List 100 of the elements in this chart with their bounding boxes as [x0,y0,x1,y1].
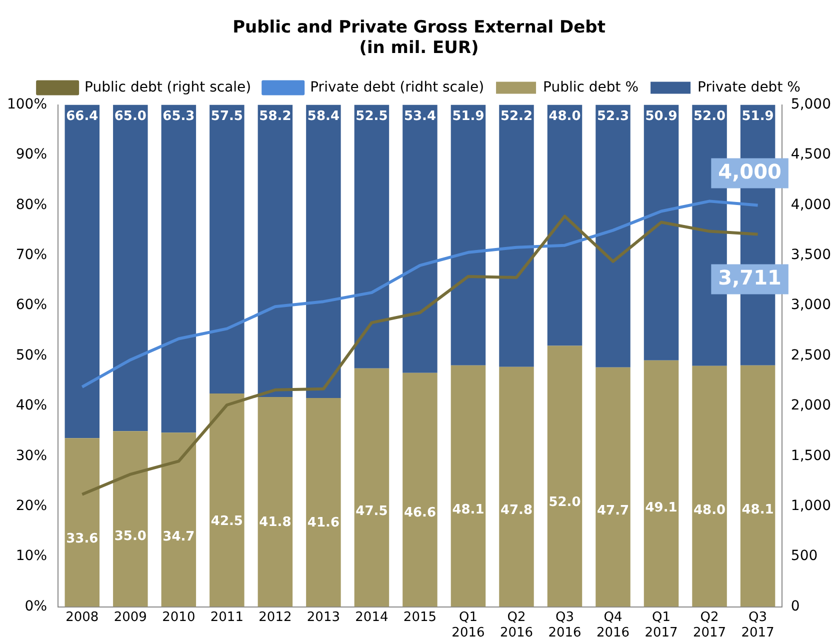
bar [402,372,438,607]
y-tick-label: 100% [6,96,48,112]
legend-label: Private debt % [698,79,800,96]
y-tick-label: 40% [16,398,48,414]
data-label: 66.4 [66,109,98,124]
bar [354,368,390,607]
bar [740,365,776,607]
bar [499,366,534,607]
data-label: 51.9 [742,109,774,124]
bar [64,438,100,607]
y-tick-label: 80% [16,196,48,213]
bar [306,398,341,607]
data-label: 42.5 [210,514,243,529]
legend-label: Private debt (ridht scale) [310,79,484,96]
x-tick-label: 2012 [258,610,292,625]
data-label: 58.4 [307,109,340,124]
data-label: 48.0 [548,109,581,124]
y2-tick-label: 3,500 [790,247,832,264]
y-tick-label: 30% [16,448,48,464]
x-tick-label: Q3 2016 [548,610,582,641]
data-label: 47.8 [500,503,533,518]
x-tick-label: 2010 [162,610,196,625]
data-label: 3,711 [718,265,782,290]
bar [306,104,341,398]
data-label: 35.0 [114,528,146,544]
data-label: 65.3 [162,109,195,124]
bar [354,104,390,368]
data-label: 41.8 [259,515,292,530]
bar [113,431,148,607]
x-tick-label: 2011 [210,610,244,625]
data-label: 58.2 [259,109,292,124]
bar [161,432,196,607]
data-label: 65.0 [114,109,146,124]
x-tick-label: Q2 2017 [692,610,726,641]
y-tick-label: 20% [16,498,48,514]
bar [692,366,727,607]
x-tick-label: Q1 2017 [644,610,678,641]
x-tick-label: Q4 2016 [596,610,630,641]
chart-subtitle: (in mil. EUR) [359,38,479,58]
x-tick-label: 2008 [66,610,99,625]
bar [210,393,244,607]
bar [547,104,582,346]
data-label: 49.1 [645,500,678,516]
y2-tick-label: 3,000 [790,297,832,314]
y2-tick-label: 500 [790,548,818,564]
y2-tick-label: 1,500 [790,448,832,464]
data-label: 34.7 [162,529,195,544]
data-label: 57.5 [210,109,243,124]
x-tick-label: Q1 2016 [452,610,485,641]
y-tick-label: 0% [24,598,48,614]
bar [210,104,244,394]
bar [113,104,148,432]
y-tick-label: 10% [16,548,48,564]
x-tick-label: Q2 2016 [500,610,534,641]
bar [64,104,100,438]
data-label: 53.4 [404,109,436,124]
data-label: 47.7 [596,503,630,518]
bar [258,104,293,397]
bar [644,360,679,607]
data-label: 47.5 [356,504,388,519]
data-label: 52.0 [548,494,581,510]
data-label: 50.9 [645,109,678,124]
bar [547,346,582,607]
y2-tick-label: 5,000 [790,96,832,112]
y2-tick-label: 1,000 [790,498,832,514]
x-tick-label: 2014 [355,610,388,625]
data-label: 51.9 [452,109,484,124]
y-tick-label: 70% [16,247,48,264]
bar [402,104,438,373]
data-label: 52.0 [693,109,726,124]
y2-tick-label: 2,500 [790,347,832,364]
bar [644,104,679,360]
bar [450,365,486,607]
data-label: 33.6 [66,532,98,547]
legend-label: Public debt (right scale) [84,79,252,96]
data-label: 48.0 [693,502,726,518]
data-label: 48.1 [742,502,774,518]
bar [258,396,293,607]
data-label: 52.5 [356,109,388,124]
data-label: 52.3 [596,109,630,124]
y2-tick-label: 4,000 [790,196,832,213]
x-tick-label: 2013 [306,610,340,625]
legend-label: Public debt % [543,79,639,96]
x-tick-label: 2009 [114,610,147,625]
data-label: 48.1 [452,502,484,518]
data-label: 41.6 [307,516,340,531]
data-label: 46.6 [404,506,436,521]
chart-title: Public and Private Gross External Debt [232,18,606,38]
data-label: 4,000 [718,159,782,184]
bar [596,104,630,368]
x-tick-label: 2015 [403,610,437,625]
y-tick-label: 90% [16,146,48,163]
data-label: 52.2 [500,109,533,124]
y2-tick-label: 2,000 [790,398,832,414]
y-tick-label: 60% [16,297,48,314]
x-tick-label: Q3 2017 [741,610,774,641]
bar [596,367,630,607]
y2-tick-label: 0 [790,598,800,614]
bar [161,104,196,433]
bar [450,104,486,366]
